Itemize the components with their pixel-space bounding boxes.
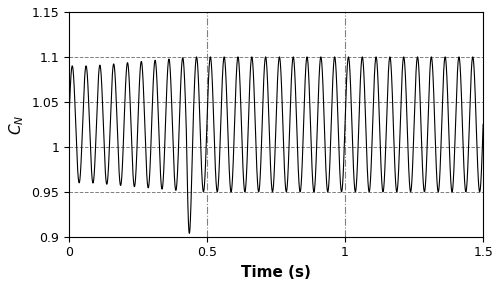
X-axis label: Time (s): Time (s) [241,265,311,280]
Y-axis label: $C_N$: $C_N$ [7,114,26,135]
